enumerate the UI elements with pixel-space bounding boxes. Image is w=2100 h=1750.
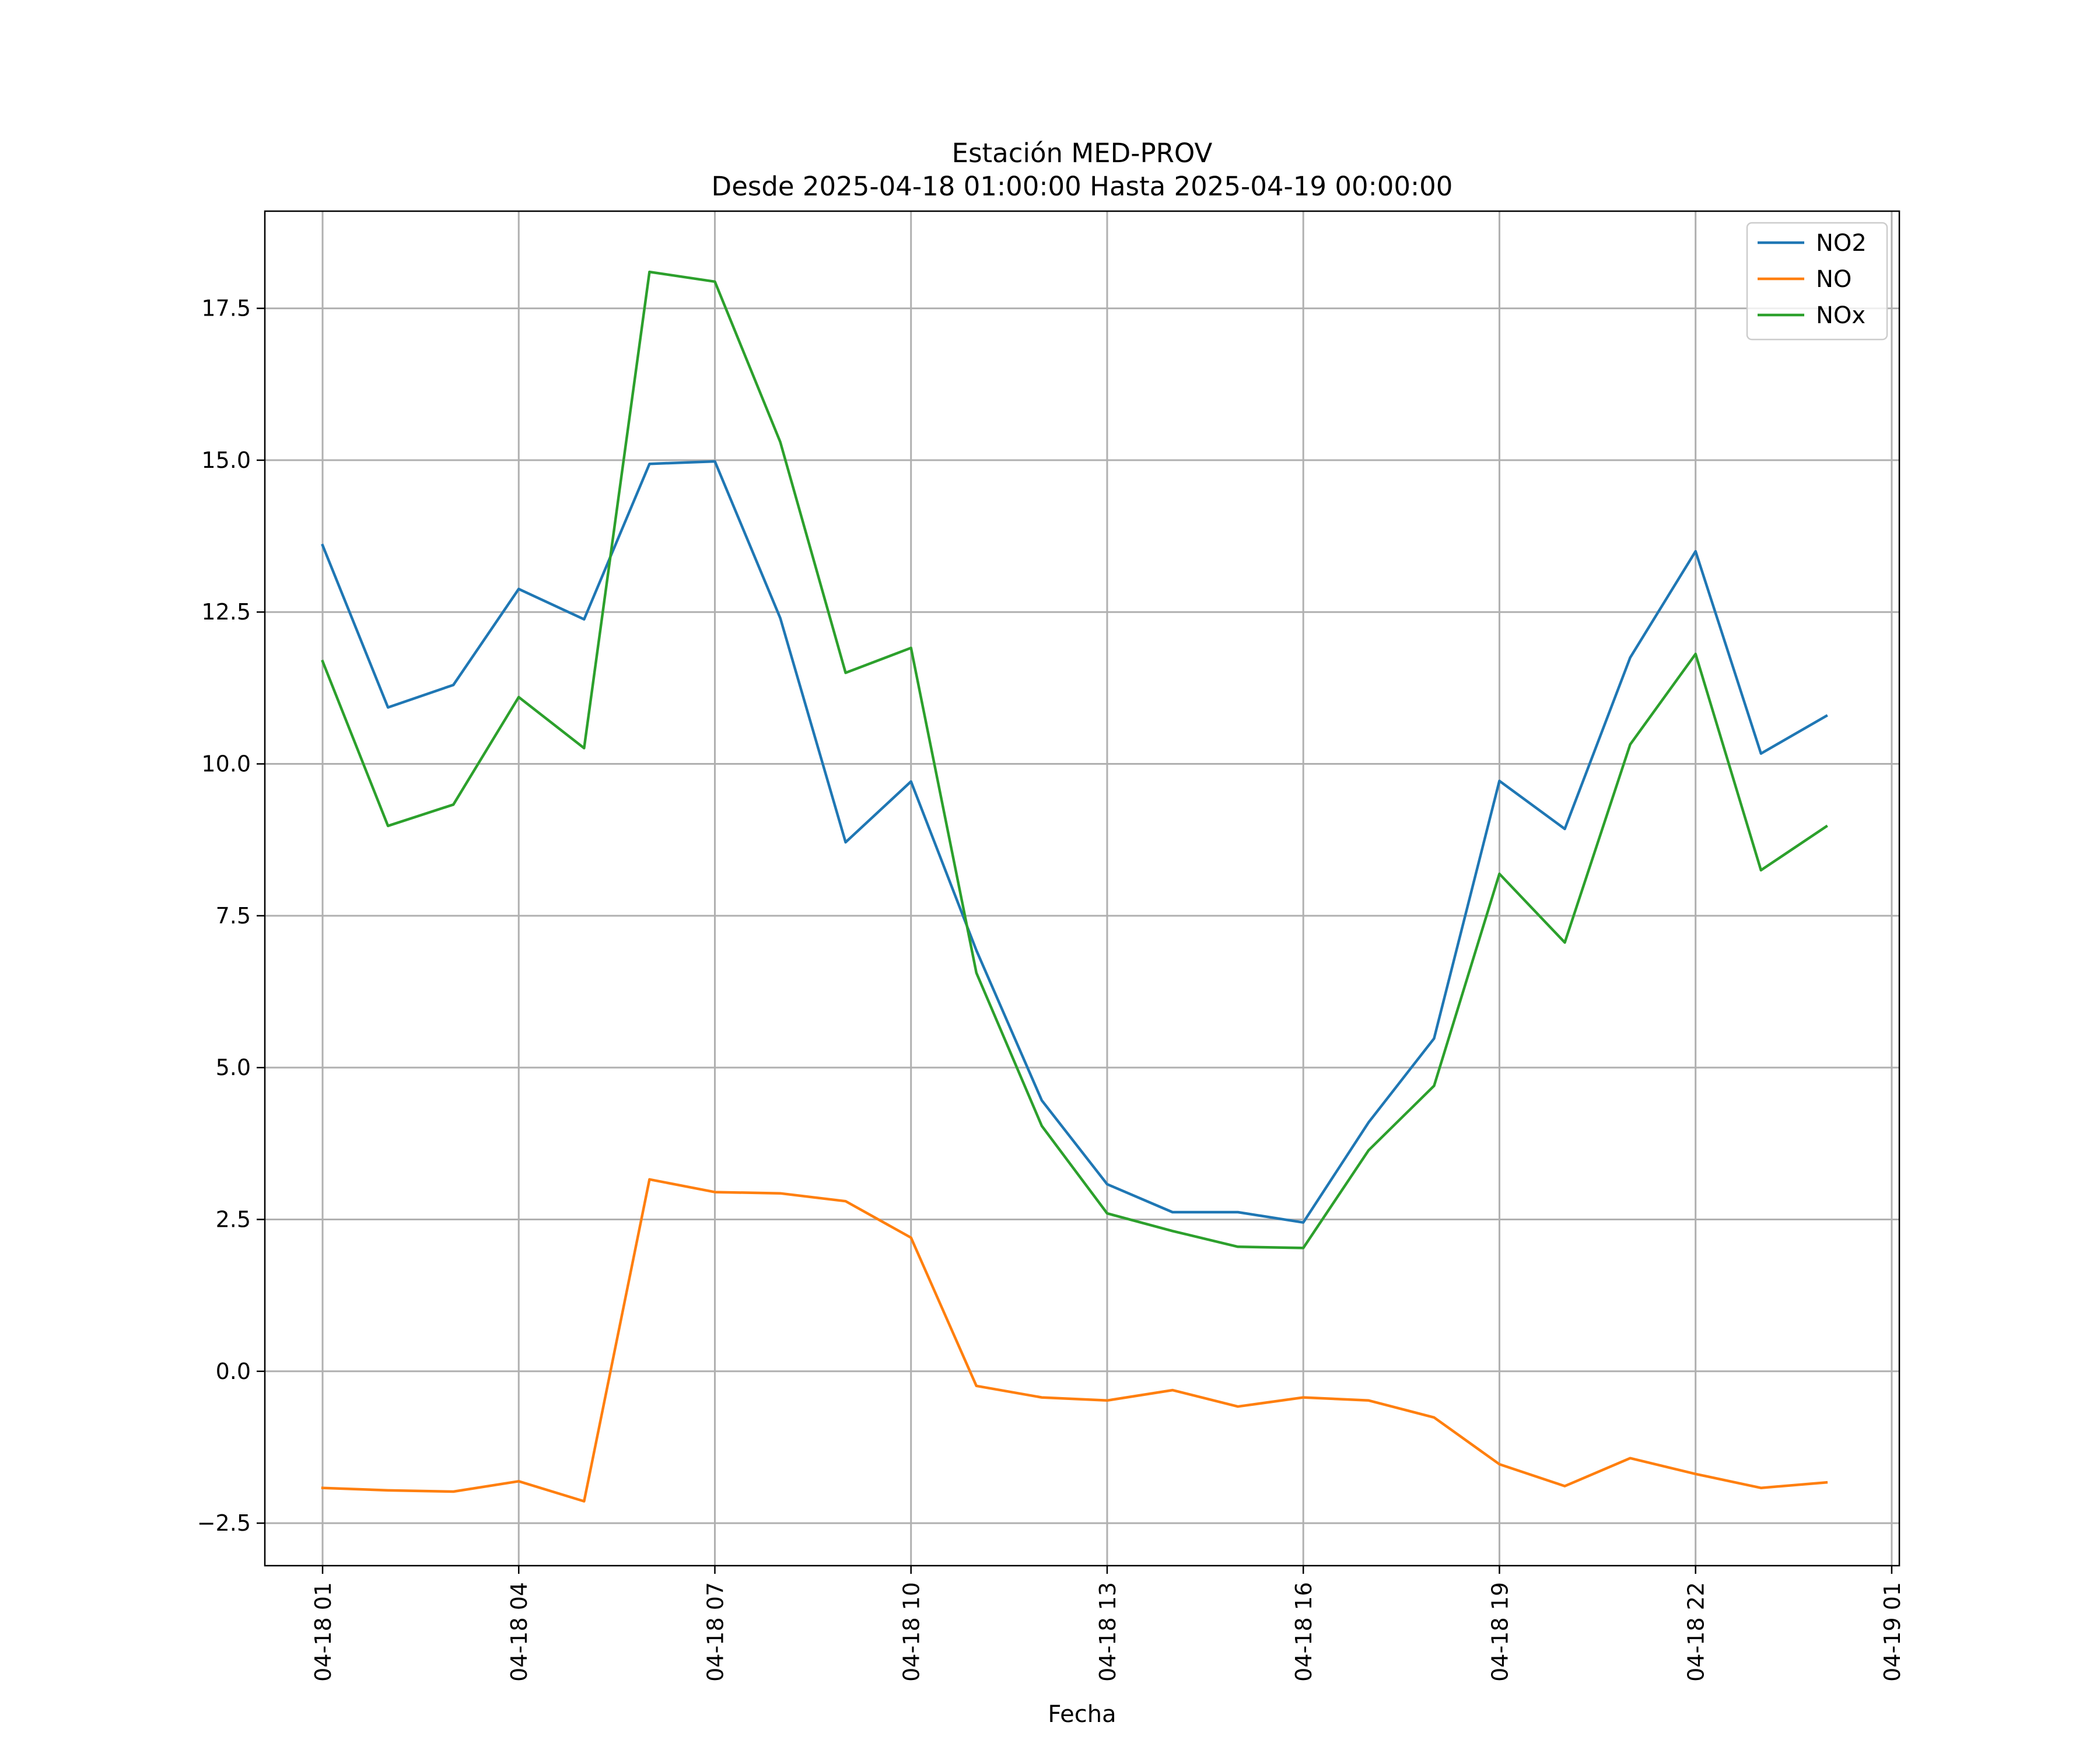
y-tick-label: 2.5 bbox=[216, 1206, 251, 1232]
series-line-no bbox=[321, 1178, 1828, 1503]
y-tick-label: 5.0 bbox=[216, 1055, 251, 1080]
x-tick-label: 04-19 01 bbox=[1880, 1582, 1905, 1682]
plot-frame bbox=[264, 210, 1901, 1567]
axis-ticks: −2.5 0.0 2.5 5.0 7.5 10.0 12.5 15.0 17.5 04-18 01… bbox=[197, 296, 1905, 1682]
series-line-nox bbox=[321, 270, 1828, 1250]
x-tick-label: 04-18 19 bbox=[1487, 1582, 1513, 1682]
y-tick-label: 15.0 bbox=[201, 447, 251, 473]
grid bbox=[265, 211, 1899, 1566]
legend: NO2 NO NOx bbox=[1746, 222, 1888, 341]
chart-subtitle: Desde 2025-04-18 01:00:00 Hasta 2025-04-… bbox=[712, 171, 1453, 202]
x-tick-label: 04-18 01 bbox=[310, 1582, 336, 1682]
series-line-no2 bbox=[321, 460, 1828, 1224]
legend-label: NOx bbox=[1816, 302, 1866, 329]
y-tick-label: −2.5 bbox=[197, 1510, 251, 1536]
y-tick-label: 7.5 bbox=[216, 903, 251, 929]
y-tick-label: 12.5 bbox=[201, 599, 251, 625]
legend-label: NO bbox=[1816, 266, 1852, 293]
x-tick-label: 04-18 07 bbox=[702, 1582, 728, 1682]
y-tick-label: 17.5 bbox=[201, 296, 251, 321]
y-tick-label: 10.0 bbox=[201, 751, 251, 777]
x-tick-label: 04-18 16 bbox=[1291, 1582, 1317, 1682]
legend-label: NO2 bbox=[1816, 230, 1867, 257]
x-tick-label: 04-18 13 bbox=[1095, 1582, 1121, 1682]
chart-title: Estación MED-PROV bbox=[952, 138, 1213, 169]
x-axis-label: Fecha bbox=[1048, 1701, 1116, 1728]
x-tick-label: 04-18 22 bbox=[1684, 1582, 1709, 1682]
series-lines bbox=[321, 270, 1828, 1503]
x-tick-label: 04-18 10 bbox=[899, 1582, 925, 1682]
x-tick-label: 04-18 04 bbox=[506, 1582, 532, 1682]
y-tick-label: 0.0 bbox=[216, 1359, 251, 1384]
legend-box bbox=[1746, 222, 1888, 341]
